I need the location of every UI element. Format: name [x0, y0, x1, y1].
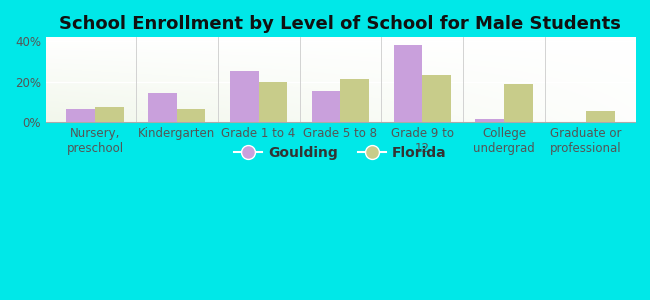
Bar [394, 45, 422, 122]
Bar [148, 93, 177, 122]
Bar [422, 75, 451, 122]
Bar [66, 109, 95, 122]
Title: School Enrollment by Level of School for Male Students: School Enrollment by Level of School for… [60, 15, 621, 33]
Bar [230, 70, 259, 122]
Bar [475, 119, 504, 122]
Bar [259, 82, 287, 122]
Bar [475, 119, 504, 122]
Bar [422, 75, 451, 122]
Bar [312, 91, 341, 122]
Bar [341, 79, 369, 122]
Bar [586, 111, 614, 122]
Bar [230, 70, 259, 122]
Bar [312, 91, 341, 122]
Bar [95, 107, 124, 122]
Bar [341, 79, 369, 122]
Bar [66, 109, 95, 122]
Bar [95, 107, 124, 122]
Bar [504, 84, 533, 122]
Bar [177, 109, 205, 122]
Bar [177, 109, 205, 122]
Bar [148, 93, 177, 122]
Bar [586, 111, 614, 122]
Bar [504, 84, 533, 122]
Bar [394, 45, 422, 122]
Legend: Goulding, Florida: Goulding, Florida [230, 142, 450, 164]
Bar [259, 82, 287, 122]
